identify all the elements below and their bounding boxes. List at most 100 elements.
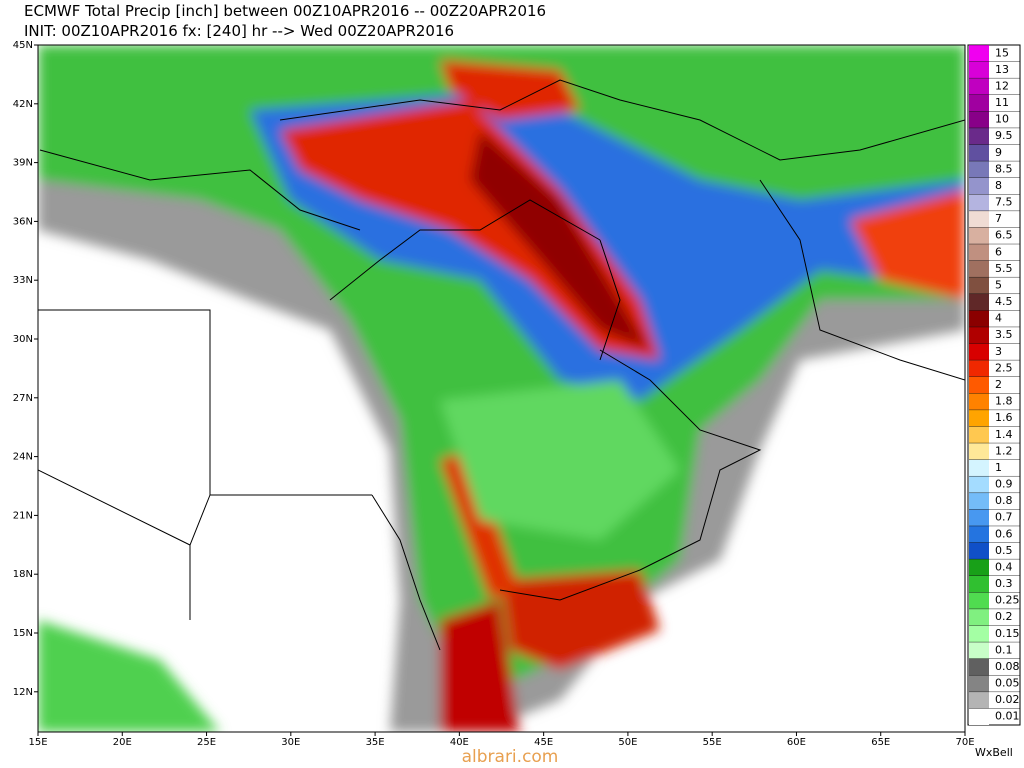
legend-swatch	[969, 326, 989, 344]
legend-label: 0.01	[995, 710, 1020, 723]
legend-label: 12	[995, 79, 1009, 92]
legend-label: 4	[995, 312, 1002, 325]
lon-label: 15E	[28, 737, 47, 748]
legend-swatch	[969, 409, 989, 427]
legend-swatch	[969, 227, 989, 245]
legend-swatch	[969, 310, 989, 327]
lat-label: 18N	[13, 569, 33, 580]
legend-swatch	[969, 476, 989, 493]
legend-label: 0.4	[995, 560, 1013, 573]
legend-label: 3	[995, 345, 1002, 358]
lat-label: 30N	[13, 334, 33, 345]
legend-label: 0.25	[995, 594, 1020, 607]
legend-swatch	[969, 608, 989, 626]
legend-swatch	[969, 244, 989, 261]
legend-swatch	[969, 625, 989, 643]
legend-label: 0.15	[995, 627, 1020, 640]
title: ECMWF Total Precip [inch] between 00Z10A…	[24, 2, 546, 20]
legend-swatch	[969, 459, 989, 477]
legend-swatch	[969, 111, 989, 128]
legend-label: 0.7	[995, 511, 1013, 524]
watermark: albrari.com	[462, 747, 559, 767]
lat-label: 12N	[13, 687, 33, 698]
lon-label: 35E	[366, 737, 385, 748]
legend-swatch	[969, 144, 989, 162]
subtitle: INIT: 00Z10APR2016 fx: [240] hr --> Wed …	[24, 22, 454, 40]
borders	[38, 79, 965, 651]
lon-label: 60E	[787, 737, 806, 748]
legend-swatch	[969, 277, 989, 294]
lon-label: 30E	[281, 737, 300, 748]
legend-swatch	[969, 443, 989, 460]
lon-label: 25E	[197, 737, 216, 748]
legend-swatch	[969, 127, 989, 145]
legend-label: 0.1	[995, 643, 1013, 656]
legend-label: 0.5	[995, 544, 1013, 557]
legend-label: 5.5	[995, 262, 1013, 275]
legend-swatch	[969, 194, 989, 211]
lat-label: 21N	[13, 510, 33, 521]
lat-label: 24N	[13, 452, 33, 463]
legend-label: 15	[995, 46, 1009, 59]
legend-swatch	[969, 293, 989, 311]
lat-label: 15N	[13, 628, 33, 639]
legend-swatch	[969, 691, 989, 709]
lon-label: 70E	[955, 737, 974, 748]
legend-swatch	[969, 492, 989, 510]
legend-swatch	[969, 376, 989, 394]
legend-swatch	[969, 161, 989, 178]
legend-swatch	[969, 675, 989, 692]
legend-label: 0.2	[995, 610, 1013, 623]
legend-swatch	[969, 542, 989, 560]
legend-label: 0.8	[995, 494, 1013, 507]
legend-swatch	[969, 78, 989, 95]
legend-label: 6.5	[995, 229, 1013, 242]
legend-label: 9	[995, 146, 1002, 159]
legend-swatch	[969, 260, 989, 278]
legend-label: 3.5	[995, 328, 1013, 341]
lon-label: 45E	[534, 737, 553, 748]
legend-label: 8	[995, 179, 1002, 192]
brand: WxBell	[975, 746, 1013, 759]
legend-label: 1.8	[995, 395, 1013, 408]
legend-label: 1.2	[995, 444, 1013, 457]
legend-label: 0.05	[995, 677, 1020, 690]
legend-swatch	[969, 575, 989, 593]
legend-swatch	[969, 177, 989, 195]
lat-label: 33N	[13, 275, 33, 286]
legend-label: 11	[995, 96, 1009, 109]
lat-label: 27N	[13, 393, 33, 404]
legend-swatch	[969, 592, 989, 609]
lat-label: 36N	[13, 216, 33, 227]
lat-label: 45N	[13, 40, 33, 51]
legend-label: 5	[995, 278, 1002, 291]
legend-label: 0.3	[995, 577, 1013, 590]
legend-swatch	[969, 343, 989, 361]
legend-label: 2	[995, 378, 1002, 391]
legend-swatch	[969, 509, 989, 526]
legend-swatch	[969, 360, 989, 377]
legend-label: 1	[995, 461, 1002, 474]
legend-label: 1.6	[995, 411, 1013, 424]
legend-swatch	[969, 45, 989, 62]
legend-swatch	[969, 426, 989, 444]
legend-label: 13	[995, 63, 1009, 76]
legend-label: 7.5	[995, 196, 1013, 209]
legend-label: 0.6	[995, 527, 1013, 540]
legend-swatch	[969, 559, 989, 576]
legend-swatch	[969, 393, 989, 410]
legend-label: 6	[995, 245, 1002, 258]
lon-label: 40E	[450, 737, 469, 748]
legend-swatch	[969, 525, 989, 543]
lon-label: 20E	[113, 737, 132, 748]
legend-label: 9.5	[995, 129, 1013, 142]
lon-label: 65E	[871, 737, 890, 748]
legend-label: 0.9	[995, 478, 1013, 491]
legend-label: 4.5	[995, 295, 1013, 308]
legend-swatch	[969, 210, 989, 228]
legend-label: 2.5	[995, 361, 1013, 374]
legend-label: 0.08	[995, 660, 1020, 673]
legend-swatch	[969, 642, 989, 659]
